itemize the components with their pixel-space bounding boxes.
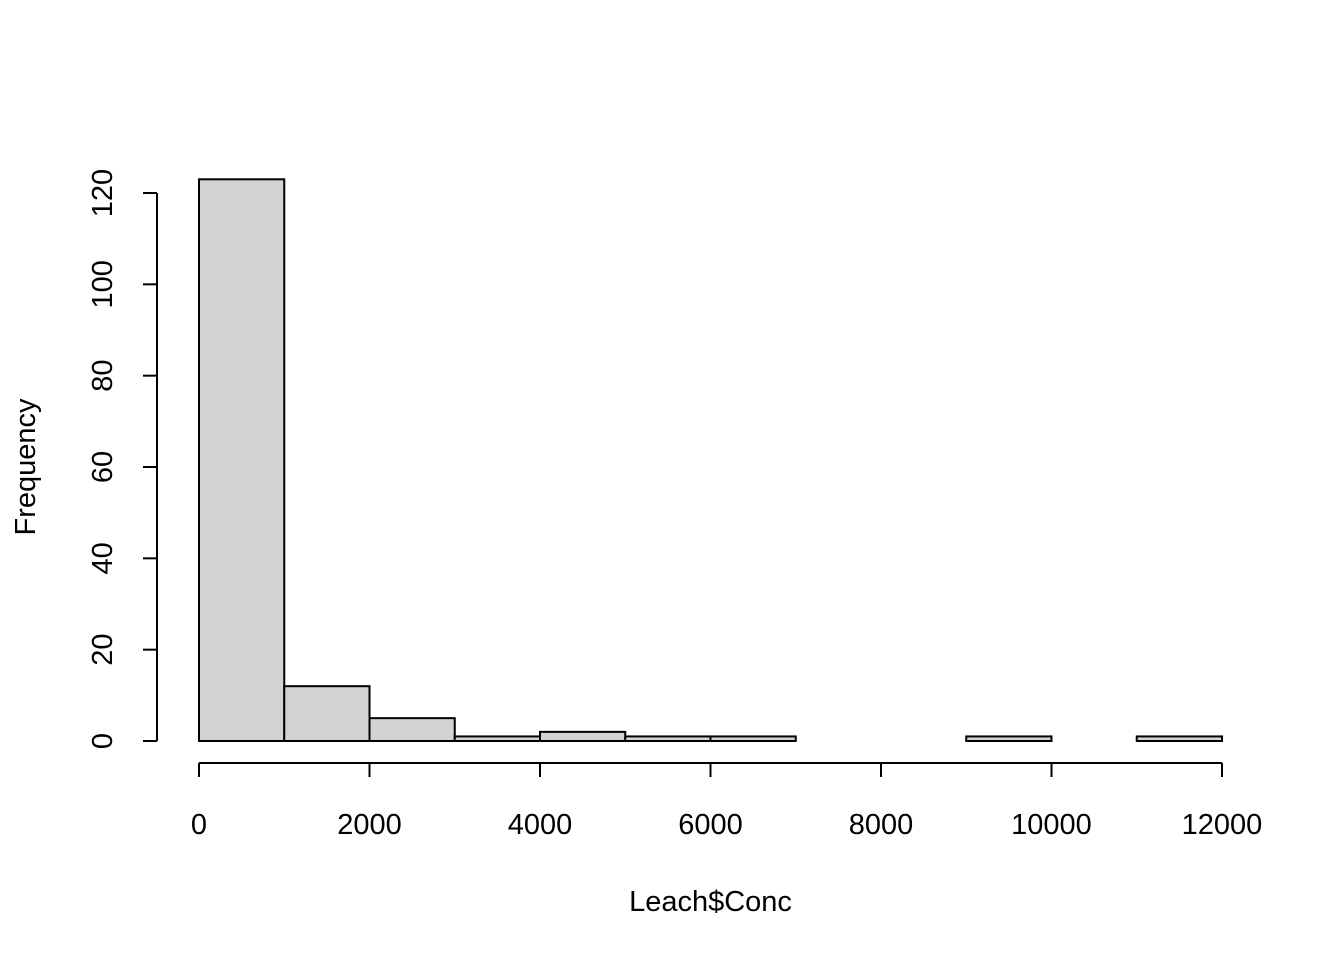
histogram-bar <box>624 735 712 743</box>
x-tick-label: 12000 <box>1182 809 1263 841</box>
histogram-bar <box>198 178 286 743</box>
histogram-bar <box>709 735 797 743</box>
x-tick-label: 2000 <box>337 809 402 841</box>
x-tick-label: 0 <box>191 809 207 841</box>
histogram-bar <box>453 735 541 743</box>
y-axis-title: Frequency <box>10 398 42 536</box>
x-tick-label: 4000 <box>508 809 573 841</box>
histogram-bar <box>1135 735 1223 743</box>
histogram-bar <box>539 730 627 742</box>
y-axis: 0 20 40 60 80 100 120 <box>87 169 158 749</box>
y-tick-label: 60 <box>87 451 119 483</box>
x-tick-label: 10000 <box>1011 809 1092 841</box>
histogram-bar <box>283 685 371 743</box>
y-tick-label: 120 <box>87 169 119 217</box>
x-tick-label: 6000 <box>678 809 743 841</box>
histogram-bars <box>198 178 1223 743</box>
y-tick-label: 80 <box>87 360 119 392</box>
x-axis-title: Leach$Conc <box>629 886 792 918</box>
x-axis: 0 2000 4000 6000 8000 10000 12000 <box>191 762 1263 841</box>
histogram-bar <box>965 735 1053 743</box>
x-tick-label: 8000 <box>849 809 914 841</box>
histogram-bar <box>368 717 456 743</box>
y-tick-label: 20 <box>87 634 119 666</box>
y-tick-label: 0 <box>87 733 119 749</box>
y-tick-label: 40 <box>87 542 119 574</box>
y-tick-label: 100 <box>87 260 119 308</box>
